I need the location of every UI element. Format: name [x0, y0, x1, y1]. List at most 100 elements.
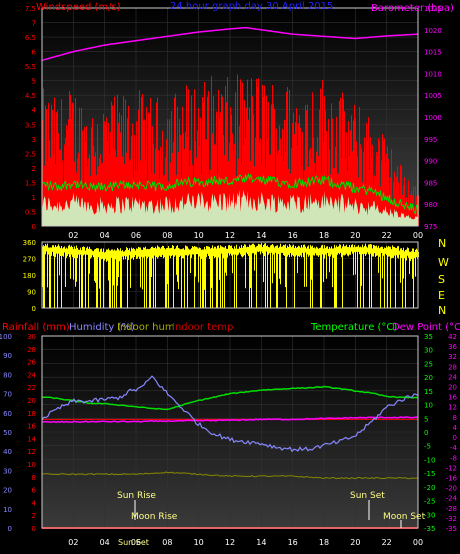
wind-ytick: 5.5	[25, 63, 36, 71]
moon-rise-annotation: Moon Rise	[131, 512, 178, 522]
baro-ytick: 975	[424, 223, 437, 231]
humidity-ytick: 60	[3, 410, 12, 418]
dewpoint-label: Dew Point (°C)	[392, 322, 460, 333]
wind-ytick: 2	[32, 165, 36, 173]
dir-ytick: 360	[23, 239, 36, 247]
rainfall-label: Rainfall (mm)	[2, 322, 70, 333]
wind-series	[41, 26, 419, 226]
temp-xtick: 20	[350, 538, 360, 547]
direction-series	[42, 243, 419, 308]
rain-ytick: 8	[32, 474, 36, 482]
windspeed-label: Windspeed (m/s)	[36, 2, 121, 13]
sun-set-axis-annotation: Sun Set	[118, 538, 149, 547]
rain-ytick: 24	[27, 371, 36, 379]
humidity-ytick: 80	[3, 371, 12, 379]
temp-ytick: -35	[424, 525, 435, 533]
humidity-ytick: 40	[3, 448, 12, 456]
temp-ytick: 5	[424, 415, 428, 423]
humidity-ytick: 50	[3, 429, 12, 437]
dew-ytick: 4	[453, 424, 458, 432]
temp-ytick: -20	[424, 484, 435, 492]
dew-ytick: 24	[448, 373, 457, 381]
dew-ytick: 32	[448, 353, 457, 361]
rain-ytick: 26	[27, 359, 36, 367]
dew-ytick: -24	[446, 495, 458, 503]
wind-xtick: 02	[68, 231, 78, 240]
wind-ytick: 0.5	[25, 208, 36, 216]
rain-ytick: 0	[32, 525, 36, 533]
wind-xtick: 00	[413, 231, 423, 240]
sun-rise-annotation: Sun Rise	[117, 491, 156, 501]
dew-ytick: 8	[453, 414, 457, 422]
dew-ytick: -16	[446, 474, 458, 482]
rain-ytick: 6	[32, 487, 37, 495]
baro-ytick: 1005	[424, 92, 442, 100]
baro-ytick: 1000	[424, 114, 442, 122]
humidity-ytick: 10	[3, 506, 12, 514]
baro-ytick: 1015	[424, 49, 442, 57]
gust-area	[42, 190, 419, 226]
temp-xtick: 16	[288, 538, 298, 547]
dew-ytick: 12	[448, 404, 457, 412]
humidity-label: Humidity (%)	[69, 322, 135, 333]
compass-n-top: N	[438, 237, 446, 250]
baro-ytick: 1010	[424, 70, 442, 78]
barometer-label: Barometer (hpa)	[371, 3, 454, 14]
wind-ytick: 4	[32, 107, 37, 115]
rain-ytick: 2	[32, 512, 36, 520]
temp-ytick: 15	[424, 388, 433, 396]
rain-ytick: 18	[27, 410, 36, 418]
humidity-ytick: 90	[3, 352, 12, 360]
temperature-line	[41, 385, 419, 411]
wind-ytick: 2.5	[25, 150, 36, 158]
temp-ytick: 0	[424, 429, 428, 437]
wind-xtick: 14	[256, 231, 266, 240]
temp-ytick: -30	[424, 511, 435, 519]
wind-ytick: 6.5	[25, 34, 36, 42]
temperature-panel-border	[41, 335, 419, 529]
baro-ytick: 980	[424, 201, 437, 209]
dew-ytick: 20	[448, 384, 457, 392]
dew-ytick: -20	[446, 485, 457, 493]
dew-ytick: 28	[448, 363, 457, 371]
indoor-temp-label: Indoor temp	[172, 322, 233, 333]
dew-ytick: 16	[448, 394, 457, 402]
wind-xtick: 06	[131, 231, 141, 240]
temp-ytick: -15	[424, 470, 435, 478]
temp-xtick: 06	[131, 538, 141, 547]
barometer-line	[41, 26, 419, 62]
baro-ytick: 1020	[424, 27, 442, 35]
dew-ytick: -4	[450, 444, 458, 452]
temp-xtick: 22	[382, 538, 392, 547]
temp-xtick: 02	[68, 538, 78, 547]
wind-ytick: 3.5	[25, 121, 36, 129]
temp-ytick: -5	[424, 443, 431, 451]
rain-ytick: 14	[27, 435, 36, 443]
wind-panel-border	[41, 7, 419, 227]
sun-set-annotation: Sun Set	[350, 491, 385, 501]
temp-xtick: 12	[225, 538, 235, 547]
temp-ytick: 30	[424, 347, 433, 355]
indoor-hum-label: Indoor hum	[117, 322, 175, 333]
wind-ytick: 1.5	[25, 179, 36, 187]
temp-ytick: 25	[424, 360, 433, 368]
dew-ytick: -28	[446, 505, 457, 513]
temp-ytick: -25	[424, 498, 435, 506]
wind-xtick: 16	[288, 231, 298, 240]
compass-w: W	[438, 256, 449, 269]
wind-ytick: 6	[32, 49, 37, 57]
wind-ytick: 7	[32, 20, 36, 28]
temp-xtick: 14	[256, 538, 266, 547]
temp-ytick: 35	[424, 333, 433, 341]
wind-xtick: 04	[100, 231, 110, 240]
temp-xtick: 08	[162, 538, 172, 547]
moon-set-annotation: Moon Set	[383, 512, 426, 522]
wind-xtick: 20	[350, 231, 360, 240]
dir-ytick: 0	[32, 305, 36, 313]
compass-s: S	[438, 273, 445, 286]
wind-ytick: 7.5	[25, 5, 36, 13]
dew-ytick: -35	[446, 525, 457, 533]
compass-e: E	[438, 289, 445, 302]
dew-ytick: -32	[446, 515, 457, 523]
